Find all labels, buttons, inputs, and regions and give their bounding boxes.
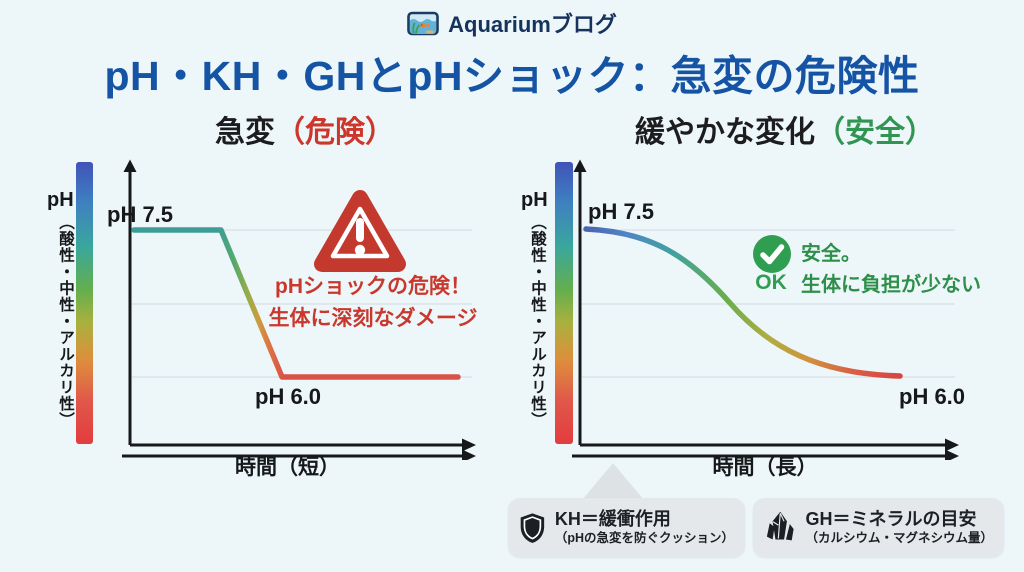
check-circle-icon — [753, 235, 791, 273]
warning-message: pHショックの危険！ 生体に深刻なダメージ — [243, 271, 503, 335]
gh-badge-subtitle: （カルシウム・マグネシウム量） — [805, 531, 993, 545]
kh-badge-title: KH＝緩衝作用 — [554, 509, 671, 529]
shield-icon — [520, 512, 545, 543]
warning-triangle-icon — [314, 190, 406, 272]
right-x-axis-label: 時間（長） — [712, 456, 818, 479]
kh-badge-text: KH＝緩衝作用 （pHの急変を防ぐクッション） — [555, 509, 734, 546]
warning-message-line2: 生体に深刻なダメージ — [268, 307, 478, 330]
right-chart-title-main: 緩やかな変化 — [635, 116, 815, 149]
kh-badge-pointer — [582, 463, 644, 500]
left-y-axis-label-vertical: （酸性・中性・アルカリ性） — [57, 214, 74, 429]
left-chart-title: 急変（危険） — [130, 107, 480, 151]
left-ph-gradient-scale — [76, 162, 93, 444]
kh-badge: KH＝緩衝作用 （pHの急変を防ぐクッション） — [508, 498, 745, 557]
safe-message: 安全。 生体に負担が少ない — [801, 239, 981, 301]
brand-row: Aquariumブログ — [0, 7, 1024, 39]
left-x-axis-label: 時間（短） — [235, 456, 340, 479]
right-y-axis-label-ph: pH — [521, 189, 548, 211]
crystal-icon — [766, 511, 794, 540]
safe-message-line2: 生体に負担が少ない — [801, 274, 981, 296]
right-ph-end-value: pH 6.0 — [899, 384, 966, 409]
right-chart-axes — [572, 159, 959, 460]
safe-message-line1: 安全。 — [801, 243, 861, 265]
right-ph-gradient-scale — [555, 162, 573, 444]
left-ph-end-value: pH 6.0 — [255, 384, 322, 409]
left-chart-title-danger: （危険） — [275, 116, 395, 149]
left-ph-start-value: pH 7.5 — [107, 202, 174, 227]
right-ph-start-value: pH 7.5 — [588, 199, 655, 224]
gh-badge: GH＝ミネラルの目安 （カルシウム・マグネシウム量） — [753, 498, 1004, 557]
left-chart-title-main: 急変 — [215, 116, 275, 149]
kh-badge-subtitle: （pHの急変を防ぐクッション） — [554, 531, 734, 545]
right-chart-plot — [572, 159, 959, 460]
left-chart-axes — [122, 159, 476, 460]
right-chart-ph-curve — [583, 226, 903, 379]
page-title: pH・KH・GHとpHショック：急変の危険性 — [104, 53, 920, 99]
aquarium-tank-icon — [407, 11, 439, 35]
right-chart-title: 緩やかな変化（安全） — [590, 107, 980, 151]
warning-message-line1: pHショックの危険！ — [275, 275, 471, 298]
right-y-axis-label-vertical: （酸性・中性・アルカリ性） — [529, 214, 546, 429]
left-chart-plot — [122, 159, 476, 460]
gh-badge-title: GH＝ミネラルの目安 — [805, 509, 977, 529]
ok-label: OK — [755, 271, 787, 294]
right-chart-title-safe: （安全） — [815, 116, 935, 149]
left-y-axis-label-ph: pH — [47, 189, 74, 211]
brand-name: Aquariumブログ — [448, 12, 617, 37]
left-chart-ph-line — [131, 227, 461, 380]
gh-badge-text: GH＝ミネラルの目安 （カルシウム・マグネシウム量） — [805, 509, 993, 546]
